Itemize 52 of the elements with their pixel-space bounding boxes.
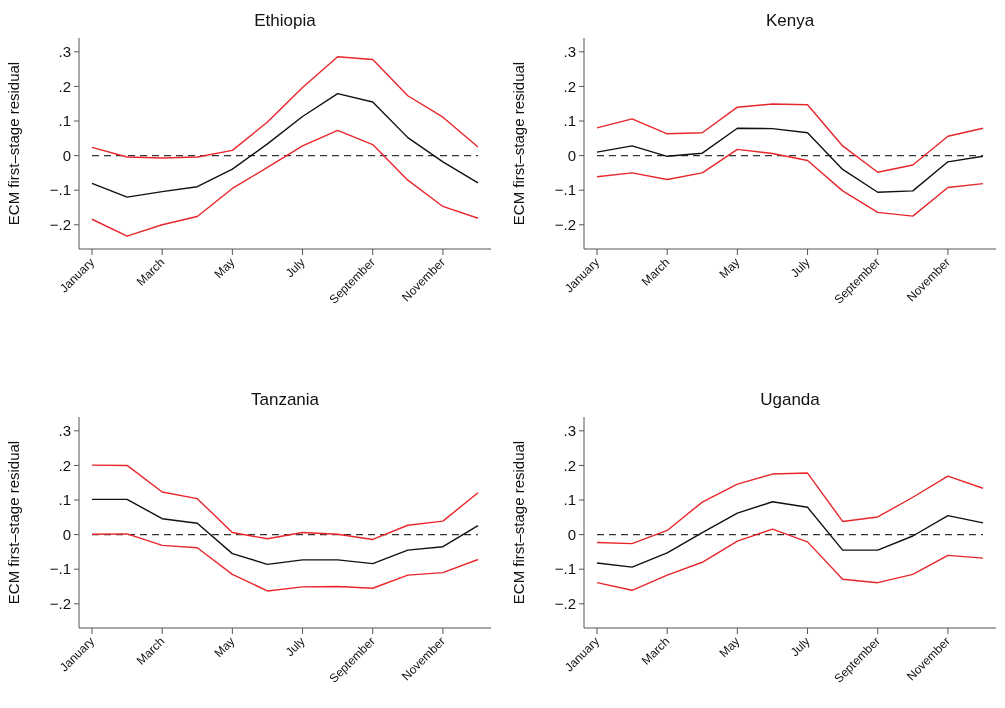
y-tick-label: −.1 xyxy=(49,560,71,578)
y-tick-label: 0 xyxy=(62,146,71,164)
line-series xyxy=(91,129,479,237)
y-tick-label: .1 xyxy=(58,491,71,509)
y-tick-label: .2 xyxy=(563,456,576,474)
y-tick-label: .3 xyxy=(563,43,576,61)
y-axis-title: ECM first–stage residual xyxy=(5,440,22,605)
y-tick-label: 0 xyxy=(567,146,576,164)
line-series xyxy=(91,533,479,592)
y-axis-title: ECM first–stage residual xyxy=(510,440,527,605)
line-series xyxy=(596,528,984,591)
y-tick-label: −.1 xyxy=(49,181,71,199)
line-series xyxy=(91,498,479,566)
y-tick-label: 0 xyxy=(567,525,576,543)
y-tick-label: .2 xyxy=(563,77,576,95)
y-axis-title: ECM first–stage residual xyxy=(510,61,527,226)
chart-title: Kenya xyxy=(765,11,815,30)
line-series xyxy=(596,501,984,568)
y-tick-label: −.2 xyxy=(49,216,71,234)
x-tick-label: July xyxy=(787,634,813,660)
chart-title: Ethiopia xyxy=(254,11,317,30)
x-tick-label: May xyxy=(211,634,238,661)
y-tick-label: .1 xyxy=(563,491,576,509)
y-tick-label: .2 xyxy=(58,456,71,474)
x-tick-label: May xyxy=(716,255,743,282)
y-tick-label: .1 xyxy=(563,112,576,130)
y-tick-label: −.2 xyxy=(49,595,71,613)
y-tick-label: 0 xyxy=(62,525,71,543)
x-tick-label: May xyxy=(716,634,743,661)
y-tick-label: .3 xyxy=(58,43,71,61)
line-series xyxy=(596,103,984,173)
x-tick-label: July xyxy=(282,255,308,281)
y-tick-label: −.2 xyxy=(554,595,576,613)
y-tick-label: −.1 xyxy=(554,181,576,199)
x-tick-label: July xyxy=(787,255,813,281)
line-series xyxy=(91,55,479,159)
chart-title: Uganda xyxy=(760,390,821,409)
line-series xyxy=(596,148,984,217)
y-tick-label: −.1 xyxy=(554,560,576,578)
x-tick-label: July xyxy=(282,634,308,660)
line-series xyxy=(91,464,479,541)
y-tick-label: .3 xyxy=(58,422,71,440)
y-tick-label: .3 xyxy=(563,422,576,440)
x-tick-label: May xyxy=(211,255,238,282)
chart-title: Tanzania xyxy=(250,390,320,409)
y-axis-title: ECM first–stage residual xyxy=(5,61,22,226)
line-series xyxy=(91,92,479,198)
line-series xyxy=(596,472,984,545)
line-series xyxy=(596,127,984,193)
y-tick-label: .2 xyxy=(58,77,71,95)
y-tick-label: .1 xyxy=(58,112,71,130)
y-tick-label: −.2 xyxy=(554,216,576,234)
